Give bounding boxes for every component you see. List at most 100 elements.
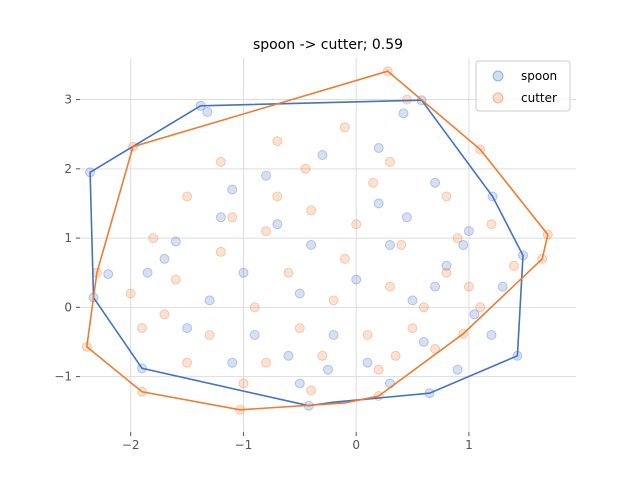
- scatter-point-spoon: [441, 260, 452, 271]
- scatter-point-cutter: [159, 309, 170, 320]
- scatter-point-spoon: [486, 330, 497, 340]
- scatter-point-spoon: [463, 226, 474, 237]
- legend-label-spoon: spoon: [521, 69, 557, 83]
- y-tick-label: 0: [64, 300, 72, 314]
- hull-outlines: [85, 70, 549, 411]
- chart-title: spoon -> cutter; 0.59: [253, 37, 403, 53]
- scatter-point-spoon: [497, 281, 508, 292]
- hull-line-spoon: [89, 99, 524, 407]
- y-tick-label: 3: [64, 93, 72, 107]
- legend-marker-cutter: [492, 92, 504, 104]
- scatter-point-cutter: [227, 212, 238, 223]
- scatter-point-spoon: [142, 267, 153, 278]
- scatter-point-spoon: [238, 267, 249, 278]
- scatter-point-cutter: [204, 330, 215, 340]
- scatter-point-spoon: [469, 309, 480, 320]
- scatter-point-cutter: [418, 302, 429, 313]
- scatter-point-spoon: [385, 240, 395, 250]
- scatter-point-spoon: [373, 143, 384, 153]
- scatter-point-cutter: [137, 323, 147, 334]
- scatter-point-cutter: [339, 253, 350, 264]
- scatter-point-spoon: [215, 212, 226, 223]
- legend-box: [475, 60, 571, 112]
- scatter-point-spoon: [317, 150, 328, 160]
- series-cutter-points: [81, 66, 553, 415]
- scatter-point-cutter: [306, 385, 317, 396]
- y-tick-label: −1: [54, 370, 72, 384]
- scatter-point-cutter: [401, 94, 412, 105]
- scatter-point-spoon: [401, 212, 412, 223]
- scatter-point-spoon: [323, 364, 333, 375]
- scatter-point-cutter: [215, 246, 226, 257]
- scatter-point-cutter: [272, 191, 283, 202]
- scatter-point-cutter: [261, 357, 271, 368]
- scatter-point-cutter: [368, 177, 379, 188]
- scatter-point-spoon: [227, 357, 238, 368]
- scatter-point-cutter: [385, 156, 395, 167]
- scatter-point-spoon: [328, 330, 339, 340]
- scatter-point-spoon: [202, 107, 213, 117]
- scatter-point-spoon: [170, 236, 181, 247]
- scatter-point-cutter: [396, 240, 407, 250]
- scatter-point-cutter: [306, 205, 317, 216]
- scatter-point-cutter: [249, 302, 260, 313]
- scatter-point-cutter: [509, 260, 519, 271]
- scatter-point-spoon: [283, 350, 294, 361]
- scatter-point-cutter: [390, 350, 401, 361]
- scatter-point-spoon: [458, 240, 469, 250]
- scatter-point-cutter: [215, 156, 226, 167]
- x-tick-label: −2: [122, 438, 140, 452]
- scatter-point-cutter: [385, 281, 395, 292]
- scatter-point-spoon: [249, 330, 260, 340]
- scatter-point-spoon: [204, 295, 215, 306]
- scatter-point-spoon: [398, 108, 409, 119]
- scatter-point-cutter: [317, 350, 328, 361]
- legend: spoon cutter: [475, 60, 571, 112]
- scatter-point-spoon: [159, 253, 170, 264]
- scatter-point-spoon: [272, 219, 283, 230]
- scatter-point-spoon: [430, 177, 441, 188]
- legend-marker-spoon: [492, 70, 504, 82]
- scatter-point-cutter: [486, 219, 497, 230]
- hull-line-cutter: [85, 70, 549, 411]
- scatter-point-cutter: [441, 267, 452, 278]
- scatter-point-cutter: [475, 302, 486, 313]
- scatter-point-cutter: [272, 136, 283, 147]
- scatter-point-cutter: [283, 267, 294, 278]
- scatter-point-spoon: [385, 378, 395, 389]
- scatter-point-cutter: [170, 274, 181, 285]
- scatter-point-spoon: [373, 198, 384, 209]
- scatter-point-cutter: [452, 233, 463, 244]
- scatter-point-cutter: [300, 163, 311, 174]
- scatter-point-spoon: [430, 281, 441, 292]
- scatter-point-cutter: [339, 122, 350, 133]
- scatter-point-cutter: [407, 323, 418, 334]
- series-spoon-points: [85, 95, 528, 411]
- scatter-point-cutter: [294, 323, 305, 334]
- axes: −2 −1 0 1 −1 0 1 2 3: [54, 93, 472, 452]
- scatter-point-spoon: [418, 337, 429, 347]
- scatter-point-cutter: [441, 191, 452, 202]
- y-tick-label: 2: [64, 162, 72, 176]
- x-tick-label: 0: [352, 438, 360, 452]
- scatter-point-cutter: [351, 219, 362, 230]
- legend-label-cutter: cutter: [521, 91, 557, 105]
- scatter-point-spoon: [362, 357, 373, 368]
- grid: [80, 58, 576, 432]
- scatter-points: [81, 66, 553, 415]
- scatter-point-spoon: [407, 295, 418, 306]
- x-tick-label: −1: [235, 438, 253, 452]
- scatter-point-cutter: [430, 343, 441, 354]
- scatter-point-spoon: [182, 323, 193, 334]
- scatter-point-cutter: [182, 357, 193, 368]
- scatter-point-spoon: [306, 240, 317, 250]
- scatter-point-spoon: [294, 288, 305, 299]
- scatter-point-cutter: [148, 233, 159, 244]
- scatter-point-cutter: [328, 295, 339, 306]
- scatter-point-spoon: [351, 274, 362, 285]
- scatter-point-cutter: [261, 226, 271, 237]
- y-tick-label: 1: [64, 231, 72, 245]
- x-tick-label: 1: [465, 438, 473, 452]
- scatter-point-cutter: [238, 378, 249, 389]
